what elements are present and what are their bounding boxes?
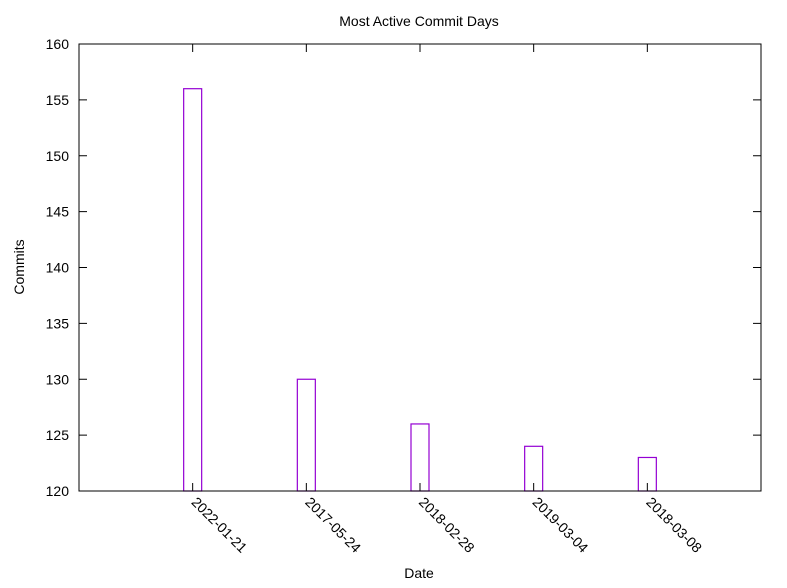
y-tick-label: 120 — [46, 483, 70, 499]
y-tick-label: 145 — [46, 204, 70, 220]
y-tick-label: 150 — [46, 148, 70, 164]
y-tick-label: 125 — [46, 427, 70, 443]
y-tick-label: 130 — [46, 371, 70, 387]
chart-title: Most Active Commit Days — [339, 13, 498, 29]
bars — [183, 88, 657, 492]
x-axis-label: Date — [404, 565, 434, 581]
y-axis-ticks: 120 125 130 135 140 145 150 155 160 — [46, 36, 761, 499]
plot-frame — [78, 43, 762, 492]
x-tick-label: 2017-05-24 — [302, 494, 364, 556]
y-axis-label: Commits — [11, 239, 27, 294]
x-tick-label: 2018-03-08 — [643, 494, 705, 556]
x-tick-label: 2022-01-21 — [189, 494, 251, 556]
bar — [410, 423, 430, 492]
x-tick-label: 2019-03-04 — [530, 494, 592, 556]
y-tick-label: 140 — [46, 260, 70, 276]
x-tick-label: 2018-02-28 — [416, 494, 478, 556]
y-tick-label: 155 — [46, 92, 70, 108]
bar — [183, 88, 203, 492]
x-axis-ticks: 2022-01-21 2017-05-24 2018-02-28 2019-03-04… — [189, 44, 705, 556]
bar — [296, 378, 316, 492]
y-tick-label: 160 — [46, 36, 70, 52]
y-tick-label: 135 — [46, 315, 70, 331]
